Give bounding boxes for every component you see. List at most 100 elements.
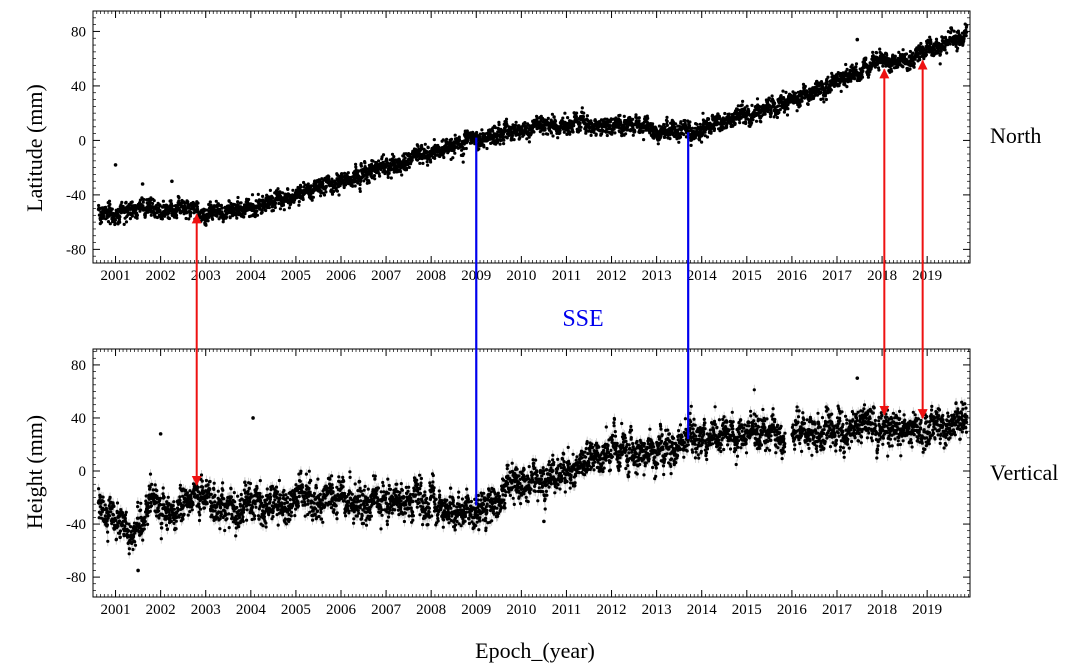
data-point xyxy=(511,123,515,127)
data-point xyxy=(693,136,698,140)
data-point xyxy=(177,196,181,200)
data-point xyxy=(918,58,922,62)
data-point xyxy=(541,132,545,136)
data-point xyxy=(224,215,229,219)
data-point xyxy=(330,192,335,196)
data-point xyxy=(875,51,879,55)
data-point xyxy=(255,213,260,217)
plot-frame xyxy=(92,10,971,264)
data-point xyxy=(219,203,223,207)
data-point xyxy=(584,129,588,133)
data-point xyxy=(138,209,142,213)
x-tick-label: 2014 xyxy=(687,602,718,618)
data-point xyxy=(480,128,484,132)
data-point xyxy=(130,214,134,218)
data-point xyxy=(920,54,924,59)
data-point xyxy=(302,180,306,185)
data-point xyxy=(142,197,146,202)
x-tick-label: 2004 xyxy=(236,602,267,618)
outlier-point xyxy=(170,179,174,184)
data-point xyxy=(829,88,833,92)
data-point xyxy=(759,120,763,124)
data-point xyxy=(769,108,773,112)
data-point xyxy=(215,214,219,218)
data-point xyxy=(523,121,527,125)
data-point xyxy=(324,190,328,194)
data-point xyxy=(378,174,382,178)
x-tick-label: 2005 xyxy=(281,268,311,284)
data-point xyxy=(673,125,677,129)
x-tick-label: 2018 xyxy=(867,268,897,284)
data-point xyxy=(353,184,357,188)
data-point xyxy=(357,169,361,173)
data-point xyxy=(852,77,857,81)
data-point xyxy=(665,119,669,123)
x-tick-label: 2018 xyxy=(867,602,897,618)
data-point xyxy=(866,75,871,79)
data-point xyxy=(830,71,834,75)
data-point xyxy=(358,189,362,193)
data-point xyxy=(549,131,554,135)
data-point xyxy=(204,223,208,227)
data-point xyxy=(581,115,586,119)
data-point xyxy=(273,201,278,205)
data-point xyxy=(738,121,742,125)
data-point xyxy=(320,177,324,181)
latitude-panel: 2001200220032004200520062007200820092010… xyxy=(66,10,971,284)
data-point xyxy=(342,185,346,190)
data-points xyxy=(96,22,969,227)
data-point xyxy=(138,198,142,202)
data-point xyxy=(778,108,782,112)
data-point xyxy=(189,207,193,211)
data-point xyxy=(261,194,265,198)
data-point xyxy=(943,48,947,52)
data-point xyxy=(535,117,539,121)
data-point xyxy=(387,171,391,175)
data-point xyxy=(631,133,635,137)
data-point xyxy=(346,171,350,175)
data-point xyxy=(208,200,212,204)
data-point xyxy=(525,137,529,141)
data-point xyxy=(106,220,111,224)
data-point xyxy=(276,187,280,191)
data-point xyxy=(97,203,101,208)
data-point xyxy=(781,89,785,93)
data-point xyxy=(688,120,692,124)
data-point xyxy=(878,47,882,51)
data-point xyxy=(712,127,717,131)
data-point xyxy=(410,158,414,162)
data-point xyxy=(824,97,829,102)
data-point xyxy=(572,123,576,128)
data-point xyxy=(186,200,190,204)
data-point xyxy=(209,203,213,207)
x-tick-label: 2017 xyxy=(822,268,853,284)
data-point xyxy=(522,132,526,137)
data-point xyxy=(782,110,787,114)
data-point xyxy=(845,67,849,71)
data-point xyxy=(700,140,704,144)
data-point xyxy=(634,113,638,117)
data-point xyxy=(929,38,933,42)
data-point xyxy=(733,121,737,126)
data-point xyxy=(962,36,966,40)
data-point xyxy=(188,214,192,218)
data-point xyxy=(170,204,174,208)
data-point xyxy=(433,156,437,160)
data-point xyxy=(563,111,567,115)
data-point xyxy=(633,130,637,134)
data-point xyxy=(281,203,286,207)
data-point xyxy=(532,130,536,134)
data-point xyxy=(763,112,767,116)
data-point xyxy=(332,189,336,194)
data-point xyxy=(690,126,695,130)
data-point xyxy=(849,69,853,73)
data-point xyxy=(152,199,156,203)
x-tick-label: 2005 xyxy=(281,602,311,618)
data-point xyxy=(134,208,138,212)
data-point xyxy=(255,209,259,213)
data-point xyxy=(354,165,358,169)
data-point xyxy=(451,156,455,160)
data-point xyxy=(214,199,218,203)
data-point xyxy=(934,37,939,41)
data-point xyxy=(965,23,969,27)
